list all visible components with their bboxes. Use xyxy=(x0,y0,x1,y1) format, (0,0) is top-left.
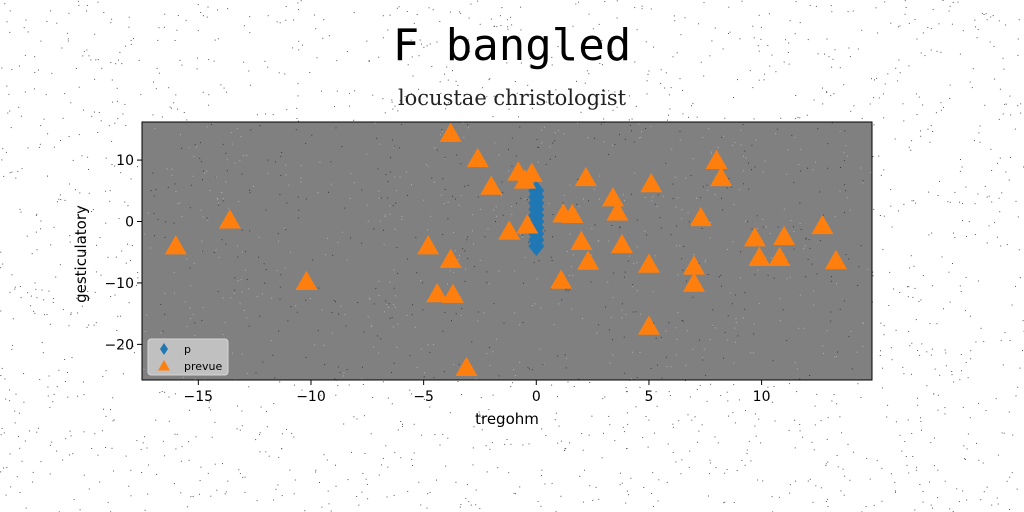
prevue-point xyxy=(455,356,478,376)
x-tick-label: −15 xyxy=(184,389,214,405)
prevue-point xyxy=(570,230,593,251)
prevue-point xyxy=(218,209,241,229)
prevue-point xyxy=(561,203,584,224)
x-tick-label: −10 xyxy=(296,389,326,405)
legend-marker xyxy=(158,360,170,371)
plot-area xyxy=(142,122,872,380)
legend-label: p xyxy=(184,343,191,356)
prevue-point xyxy=(574,166,597,187)
x-tick-label: −5 xyxy=(413,389,434,405)
prevue-point xyxy=(577,250,600,270)
prevue-point xyxy=(683,272,706,292)
legend-marker xyxy=(160,343,168,355)
prevue-point xyxy=(773,225,796,246)
prevue-point xyxy=(466,147,489,168)
prevue-point xyxy=(768,246,791,267)
prevue-point xyxy=(417,235,440,255)
prevue-point xyxy=(520,162,543,182)
chart-title: F bangled xyxy=(392,20,632,71)
prevue-point xyxy=(683,255,706,275)
y-axis: −20 −10 0 10 xyxy=(104,153,142,353)
prevue-point xyxy=(550,269,573,289)
prevue-point xyxy=(710,166,733,187)
prevue-point xyxy=(610,233,633,254)
prevue-point xyxy=(426,283,449,303)
prevue-point xyxy=(705,149,728,169)
y-tick-label: 0 xyxy=(125,215,134,231)
x-tick-label: 0 xyxy=(532,389,541,405)
legend: p prevue xyxy=(147,338,229,376)
prevue-point xyxy=(164,235,187,255)
prevue-point xyxy=(441,283,464,303)
y-axis-label: gesticulatory xyxy=(72,205,90,303)
prevue-point xyxy=(637,315,660,335)
prevue-point xyxy=(295,270,318,290)
y-tick-label: 10 xyxy=(116,153,134,169)
data-points xyxy=(164,122,847,376)
prevue-point xyxy=(748,246,771,267)
prevue-point xyxy=(480,175,503,195)
x-tick-label: 5 xyxy=(644,389,653,405)
prevue-point xyxy=(743,227,766,247)
prevue-point xyxy=(439,248,462,268)
prevue-point xyxy=(516,214,539,234)
prevue-point xyxy=(498,220,521,240)
prevue-point xyxy=(640,173,663,193)
prevue-point xyxy=(637,253,660,273)
prevue-point xyxy=(606,201,629,221)
prevue-point xyxy=(824,249,847,270)
prevue-point xyxy=(689,206,712,227)
plot-frame xyxy=(141,121,873,381)
y-tick-label: −10 xyxy=(104,276,134,292)
legend-box xyxy=(147,338,229,376)
x-axis: −15 −10 −5 0 5 10 xyxy=(184,380,771,405)
legend-label: prevue xyxy=(184,360,223,373)
prevue-point xyxy=(439,122,462,142)
chart-subtitle: locustae christologist xyxy=(397,86,627,110)
x-tick-label: 10 xyxy=(753,389,771,405)
plot-noise xyxy=(143,122,872,381)
x-axis-label: tregohm xyxy=(475,410,539,428)
prevue-point xyxy=(811,214,834,235)
prevue-point xyxy=(601,187,624,207)
y-tick-label: −20 xyxy=(104,337,134,353)
p-point xyxy=(528,236,545,257)
